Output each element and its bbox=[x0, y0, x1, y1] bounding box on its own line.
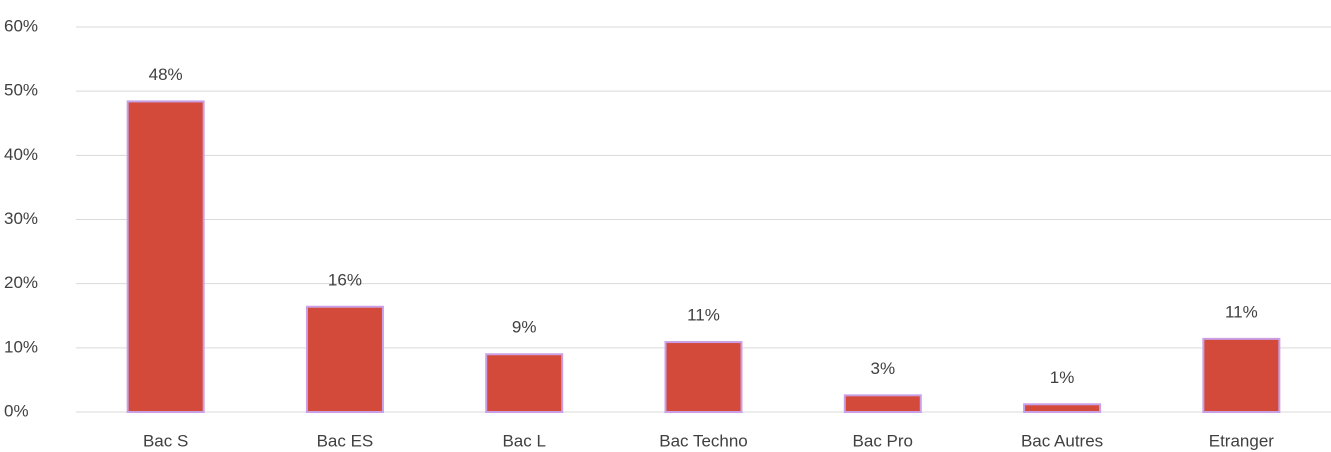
y-tick-label: 0% bbox=[4, 401, 29, 420]
bar bbox=[1202, 337, 1281, 414]
y-tick-label: 30% bbox=[4, 209, 38, 228]
bar bbox=[1023, 403, 1102, 413]
x-tick-label: Bac Techno bbox=[659, 431, 748, 450]
y-tick-label: 10% bbox=[4, 337, 38, 356]
bar bbox=[305, 305, 384, 413]
data-label: 1% bbox=[1050, 368, 1075, 387]
x-tick-label: Bac ES bbox=[317, 431, 374, 450]
x-tick-label: Bac Autres bbox=[1021, 431, 1103, 450]
data-label: 3% bbox=[870, 359, 895, 378]
x-tick-label: Etranger bbox=[1209, 431, 1275, 450]
y-tick-label: 50% bbox=[4, 81, 38, 100]
bar bbox=[485, 353, 564, 413]
data-label: 16% bbox=[328, 270, 362, 289]
data-label: 48% bbox=[149, 65, 183, 84]
x-tick-label: Bac S bbox=[143, 431, 188, 450]
x-tick-label: Bac Pro bbox=[853, 431, 913, 450]
data-label: 11% bbox=[687, 306, 720, 325]
bar bbox=[126, 100, 205, 414]
y-tick-label: 60% bbox=[4, 16, 38, 35]
data-label: 11% bbox=[1225, 302, 1258, 321]
x-tick-label: Bac L bbox=[502, 431, 545, 450]
bar bbox=[664, 341, 743, 413]
bar bbox=[843, 394, 922, 414]
y-tick-label: 40% bbox=[4, 145, 38, 164]
data-label: 9% bbox=[512, 318, 537, 337]
y-tick-label: 20% bbox=[4, 273, 38, 292]
